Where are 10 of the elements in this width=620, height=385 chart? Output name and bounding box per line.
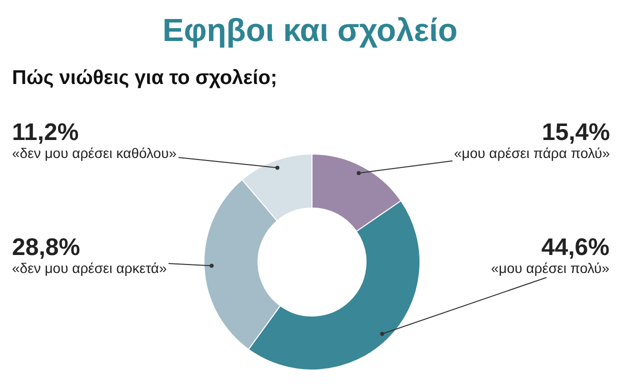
data-label: 15,4% (542, 119, 610, 146)
data-label: 44,6% (541, 234, 610, 261)
chart-subtitle: Πώς νιώθεις για το σχολείο; (12, 67, 278, 89)
slice-label: «μου αρέσει πολύ» (491, 260, 610, 276)
slice-label: «δεν μου αρέσει καθόλου» (12, 145, 177, 162)
slice-label: «μου αρέσει πάρα πολύ» (454, 145, 610, 162)
data-label: 11,2% (12, 119, 79, 146)
data-label: 28,8% (12, 234, 80, 261)
chart-title: Εφηβοι και σχολείο (162, 12, 458, 48)
slice-label: «δεν μου αρέσει αρκετά» (12, 260, 168, 276)
